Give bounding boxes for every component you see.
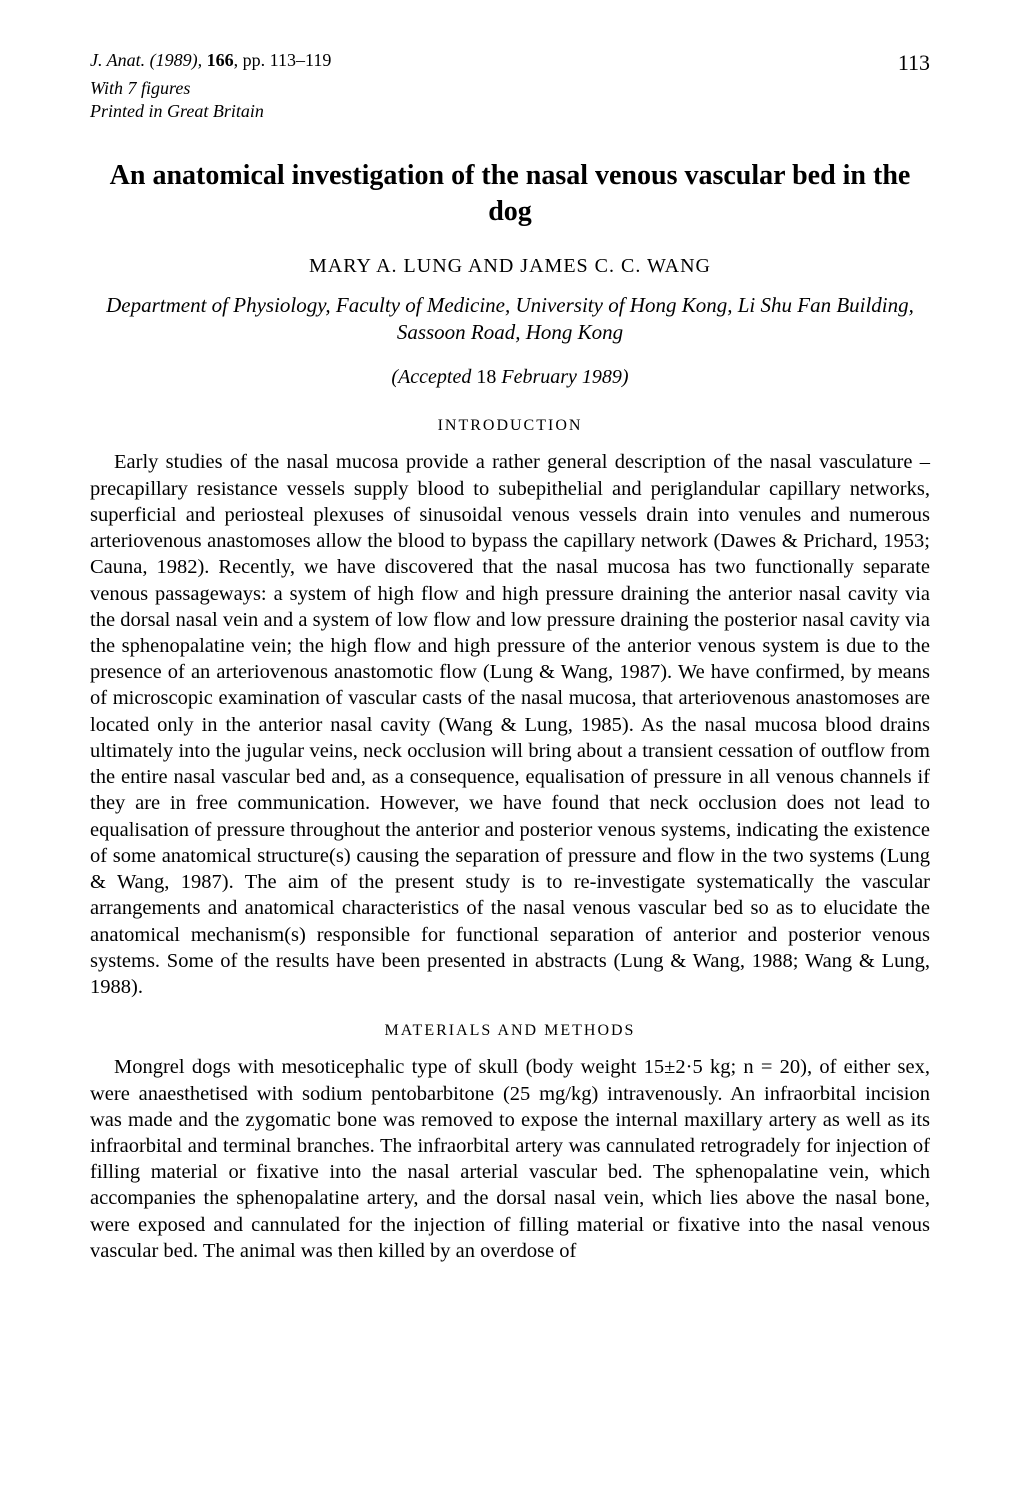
introduction-text: Early studies of the nasal mucosa provid… [90, 451, 930, 998]
figures-note: With 7 figures [90, 78, 930, 99]
accepted-prefix: (Accepted [391, 366, 476, 388]
page-number: 113 [898, 50, 930, 76]
article-title: An anatomical investigation of the nasal… [90, 158, 930, 231]
printed-in: Printed in Great Britain [90, 101, 930, 122]
accepted-date: (Accepted 18 February 1989) [90, 366, 930, 389]
accepted-day: 18 [476, 366, 496, 388]
page-header: J. Anat. (1989), 166, pp. 113–119 113 [90, 50, 930, 76]
accepted-rest: February 1989) [496, 366, 628, 388]
affiliation: Department of Physiology, Faculty of Med… [90, 292, 930, 347]
methods-paragraph: Mongrel dogs with mesoticephalic type of… [90, 1054, 930, 1264]
journal-year: (1989), [150, 50, 203, 70]
journal-volume: 166 [207, 50, 234, 70]
introduction-paragraph: Early studies of the nasal mucosa provid… [90, 449, 930, 1000]
journal-reference: J. Anat. (1989), 166, pp. 113–119 [90, 50, 331, 71]
journal-name: J. Anat. [90, 50, 145, 70]
methods-heading: MATERIALS AND METHODS [90, 1022, 930, 1040]
authors: MARY A. LUNG AND JAMES C. C. WANG [90, 255, 930, 278]
introduction-heading: INTRODUCTION [90, 417, 930, 435]
methods-text: Mongrel dogs with mesoticephalic type of… [90, 1056, 930, 1262]
journal-pages: , pp. 113–119 [234, 50, 332, 70]
